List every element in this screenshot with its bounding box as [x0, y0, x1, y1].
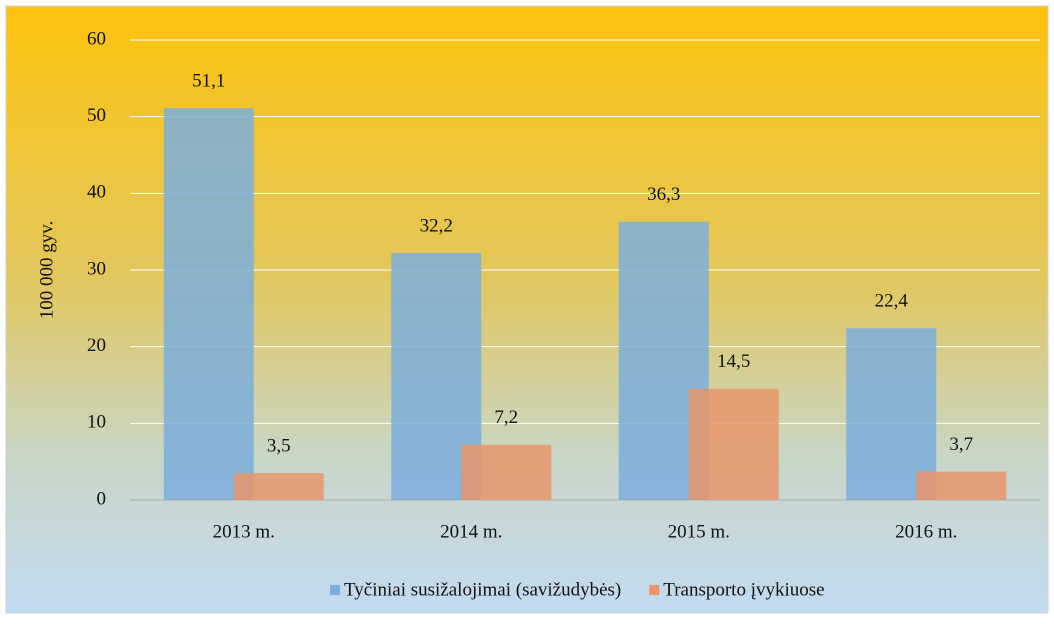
bar [916, 471, 1007, 500]
bar [233, 473, 324, 500]
value-label: 22,4 [875, 291, 909, 312]
legend-label: Transporto įvykiuose [663, 579, 824, 600]
value-label: 51,1 [192, 71, 225, 92]
y-tick-label: 10 [87, 412, 106, 433]
y-tick-label: 40 [87, 182, 106, 203]
legend-label: Tyčiniai susižalojimai (savižudybės) [344, 579, 621, 600]
x-tick-label: 2014 m. [440, 521, 502, 542]
value-label: 14,5 [717, 351, 750, 372]
bar [163, 108, 254, 500]
bar [846, 328, 937, 500]
value-label: 36,3 [647, 184, 680, 205]
y-tick-label: 30 [87, 258, 106, 279]
bar [461, 444, 552, 500]
value-label: 3,5 [267, 436, 291, 457]
value-label: 7,2 [494, 407, 518, 428]
y-tick-label: 0 [97, 488, 107, 509]
legend-swatch [649, 585, 660, 595]
bar [688, 388, 779, 500]
y-tick-label: 20 [87, 335, 106, 356]
y-tick-label: 60 [87, 28, 106, 49]
x-tick-label: 2013 m. [213, 521, 275, 542]
y-axis-label: 100 000 gyv. [36, 221, 57, 320]
legend-swatch [330, 585, 340, 595]
value-label: 3,7 [949, 434, 973, 455]
x-tick-label: 2015 m. [668, 521, 730, 542]
value-label: 32,2 [420, 215, 453, 236]
y-tick-label: 50 [87, 105, 106, 126]
x-tick-label: 2016 m. [895, 521, 957, 542]
